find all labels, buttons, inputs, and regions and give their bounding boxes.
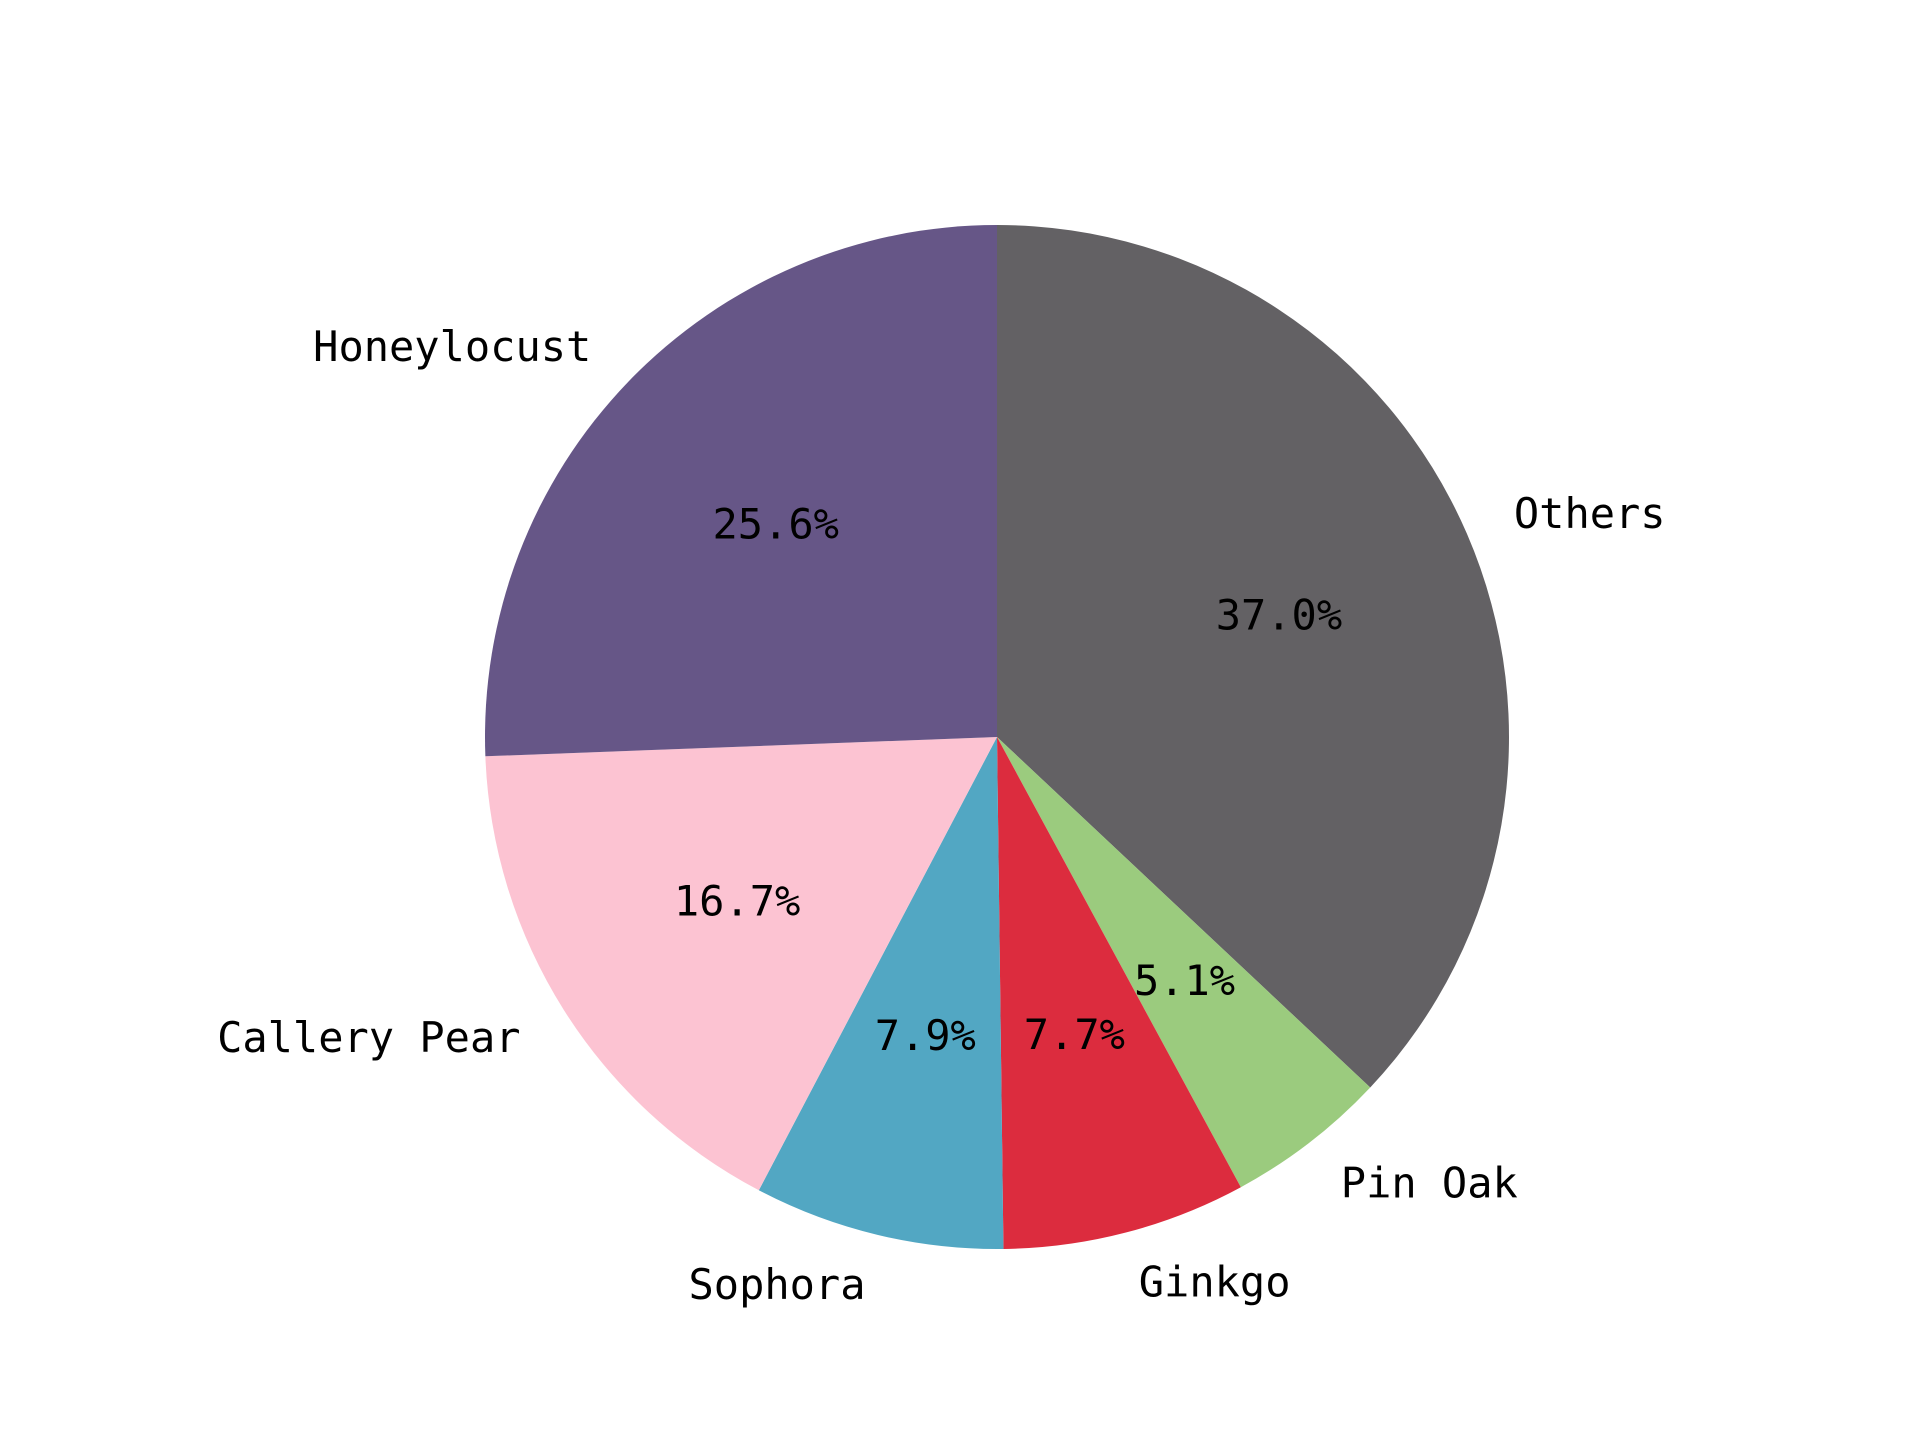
pie-slice-callery-pear (485, 737, 997, 1191)
pie-slice-honeylocust (485, 225, 997, 757)
slice-percent-sophora: 7.9% (875, 1011, 976, 1060)
slice-label-ginkgo: Ginkgo (1139, 1258, 1291, 1307)
pie-slice-ginkgo (997, 737, 1241, 1249)
slice-percent-others: 37.0% (1216, 590, 1342, 639)
slice-label-sophora: Sophora (689, 1260, 866, 1309)
slice-percent-pin-oak: 5.1% (1134, 956, 1235, 1005)
pie-slice-pin-oak (997, 737, 1371, 1188)
slice-label-callery-pear: Callery Pear (217, 1013, 520, 1062)
pie-labels: Others 37.0% Pin Oak 5.1% Ginkgo 7.7% Sophora 7… (217, 322, 1666, 1309)
slice-percent-ginkgo: 7.7% (1024, 1010, 1125, 1059)
pie-slices (485, 225, 1509, 1249)
slice-percent-honeylocust: 25.6% (713, 499, 839, 548)
slice-percent-callery-pear: 16.7% (674, 876, 800, 925)
pie-slice-others (997, 225, 1509, 1088)
slice-label-pin-oak: Pin Oak (1341, 1159, 1518, 1208)
slice-label-others: Others (1514, 489, 1666, 538)
pie-slice-sophora (758, 737, 1004, 1249)
slice-label-honeylocust: Honeylocust (313, 322, 591, 371)
